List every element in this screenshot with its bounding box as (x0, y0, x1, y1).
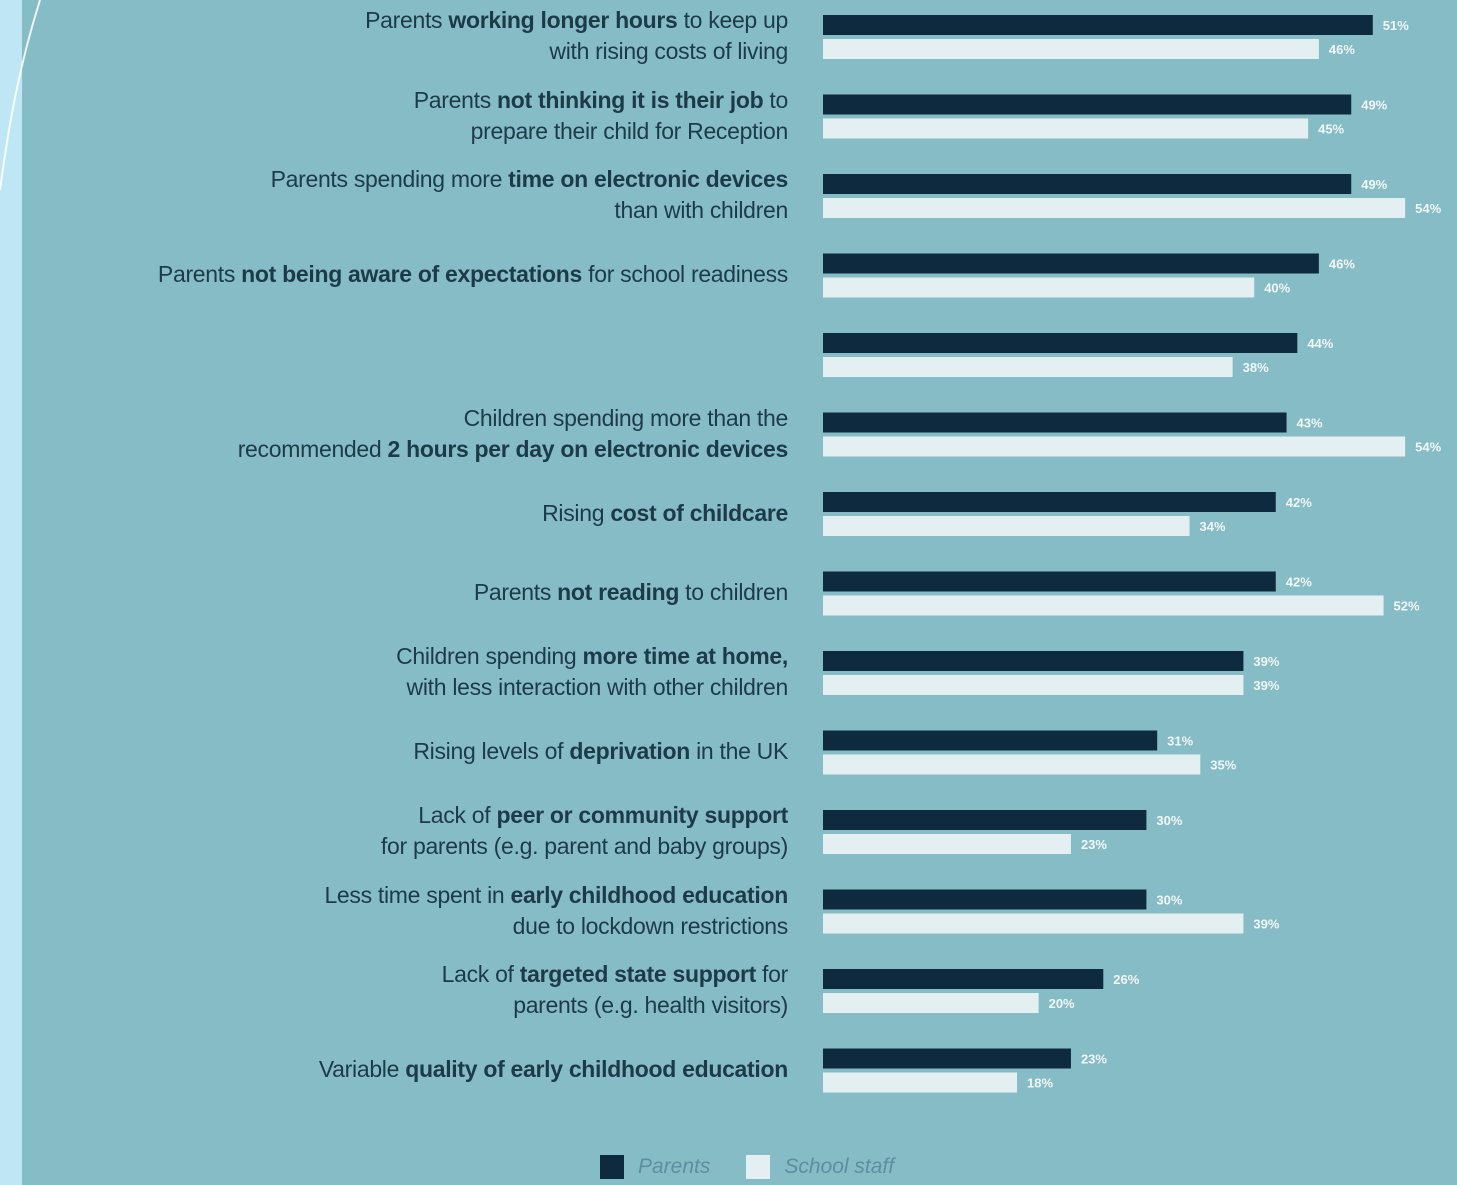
bar-parents-0 (823, 15, 1373, 35)
value-label-school-staff-6: 34% (1200, 519, 1226, 534)
category-label-12: Lack of targeted state support for parent… (441, 961, 789, 1018)
value-label-parents-7: 42% (1286, 575, 1312, 590)
bar-school-staff-9 (823, 754, 1201, 775)
bar-school-staff-6 (823, 516, 1190, 536)
legend-label-parents: Parents (638, 1155, 711, 1178)
category-label-5: Children spending more than the recommend… (237, 404, 789, 462)
bar-parents-9 (823, 730, 1158, 751)
value-label-school-staff-3: 40% (1264, 281, 1290, 296)
category-label-2: Parents spending more time on electronic… (270, 166, 789, 223)
category-label-7: Parents not reading to children (473, 579, 788, 605)
bar-parents-10 (823, 810, 1147, 830)
value-label-school-staff-11: 39% (1253, 917, 1279, 932)
value-label-parents-9: 31% (1167, 734, 1193, 749)
bar-parents-11 (823, 889, 1147, 910)
category-label-0: Parents working longer hours to keep up w… (365, 7, 788, 64)
bar-school-staff-10 (823, 834, 1071, 854)
bar-school-staff-2 (823, 198, 1406, 218)
bar-school-staff-4 (823, 357, 1233, 377)
value-label-school-staff-12: 20% (1049, 996, 1075, 1011)
value-label-parents-5: 43% (1297, 416, 1323, 431)
value-label-parents-2: 49% (1361, 177, 1387, 192)
legend-swatch-parents (600, 1155, 624, 1179)
value-label-school-staff-5: 54% (1415, 440, 1441, 455)
bar-school-staff-5 (823, 436, 1406, 457)
category-label-8: Children spending more time at home, with… (396, 643, 788, 700)
bar-school-staff-0 (823, 39, 1319, 59)
value-label-parents-0: 51% (1383, 18, 1409, 33)
bar-parents-2 (823, 174, 1352, 194)
legend-item-school-staff: School staff (746, 1155, 894, 1179)
value-label-parents-10: 30% (1156, 813, 1182, 828)
bar-parents-6 (823, 492, 1276, 512)
category-label-10: Lack of peer or community support for par… (380, 802, 788, 859)
value-label-parents-8: 39% (1253, 654, 1279, 669)
legend-label-school-staff: School staff (784, 1155, 895, 1178)
legend-swatch-school-staff (746, 1155, 771, 1179)
bar-parents-3 (823, 253, 1319, 274)
value-label-school-staff-0: 46% (1329, 42, 1355, 57)
value-label-school-staff-10: 23% (1081, 837, 1107, 852)
bar-parents-4 (823, 333, 1298, 353)
value-label-parents-13: 23% (1081, 1052, 1107, 1067)
value-label-school-staff-4: 38% (1243, 360, 1269, 375)
bar-parents-12 (823, 969, 1104, 989)
bar-school-staff-3 (823, 277, 1255, 298)
bar-school-staff-1 (823, 118, 1309, 139)
bar-school-staff-12 (823, 993, 1039, 1013)
value-label-school-staff-13: 18% (1027, 1076, 1053, 1091)
category-label-6: Rising cost of childcare (542, 499, 788, 526)
chart-panel (22, 0, 1457, 1185)
value-label-parents-3: 46% (1329, 257, 1355, 272)
value-label-school-staff-2: 54% (1415, 201, 1441, 216)
value-label-parents-6: 42% (1286, 495, 1312, 510)
value-label-parents-12: 26% (1113, 972, 1139, 987)
decorative-curve (0, 0, 41, 191)
value-label-school-staff-9: 35% (1210, 758, 1236, 773)
bar-parents-7 (823, 571, 1276, 592)
category-label-9: Rising levels of deprivation in the UK (413, 738, 788, 764)
bar-parents-8 (823, 651, 1244, 671)
value-label-parents-4: 44% (1307, 336, 1333, 351)
bar-school-staff-8 (823, 675, 1244, 695)
category-label-13: Variable quality of early childhood educ… (318, 1056, 788, 1082)
bar-parents-5 (823, 412, 1287, 433)
value-label-school-staff-1: 45% (1318, 122, 1344, 137)
category-label-1: Parents not thinking it is their job to p… (413, 86, 789, 144)
category-label-11: Less time spent in early childhood educa… (324, 881, 788, 939)
bar-school-staff-7 (823, 595, 1384, 616)
bar-parents-1 (823, 94, 1352, 115)
value-label-school-staff-8: 39% (1253, 678, 1279, 693)
bar-school-staff-11 (823, 913, 1244, 934)
value-label-parents-11: 30% (1156, 893, 1182, 908)
legend: Parents School staff (600, 1150, 930, 1184)
bar-parents-13 (823, 1048, 1071, 1069)
category-label-3: Parents not being aware of expectations … (157, 261, 788, 287)
value-label-parents-1: 49% (1361, 98, 1387, 113)
bar-school-staff-13 (823, 1072, 1018, 1093)
legend-item-parents: Parents (600, 1155, 710, 1179)
value-label-school-staff-7: 52% (1394, 599, 1420, 614)
